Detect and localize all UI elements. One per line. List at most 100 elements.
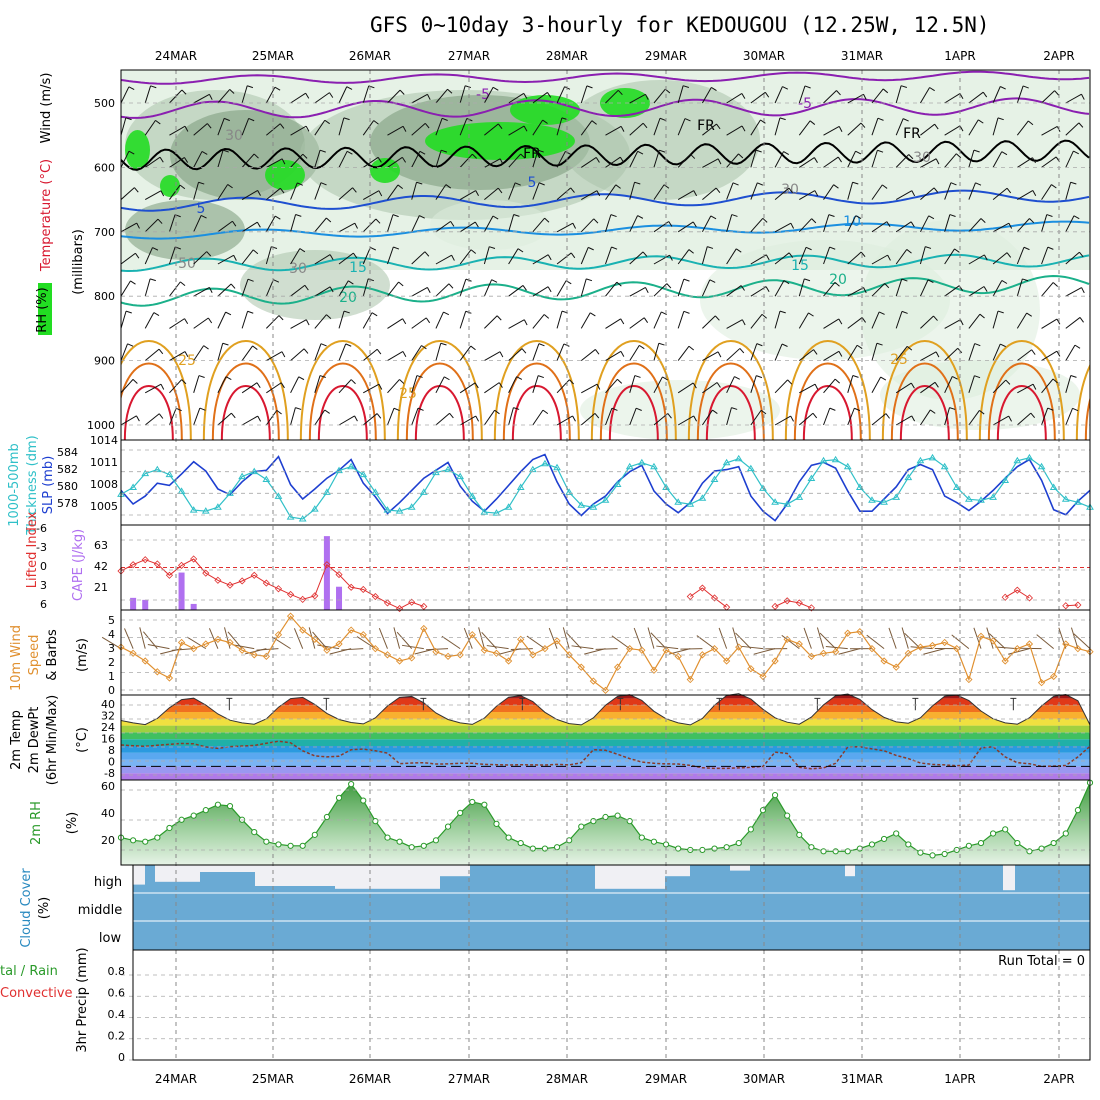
contour-minus5	[121, 97, 1090, 119]
surface-wind-barb	[571, 645, 594, 650]
rh-high-shade	[425, 122, 575, 160]
wind-barb	[387, 125, 404, 136]
lifted-point	[311, 592, 319, 600]
wind-barb-flag	[402, 126, 407, 132]
wind-barb-flag	[983, 254, 988, 261]
rh-point	[638, 834, 645, 841]
thickness-point	[238, 472, 247, 480]
wind-barb-flag	[441, 117, 448, 121]
thickness-point	[383, 506, 392, 513]
wind-barb	[169, 125, 186, 136]
wind-barb-flag	[997, 310, 1004, 314]
lifted-point	[287, 590, 295, 598]
wind-barb	[726, 407, 732, 426]
wind-barb	[532, 119, 544, 136]
wind-barb-flag	[419, 215, 425, 219]
wind-barb	[798, 247, 807, 265]
wind-barb-flag	[329, 92, 334, 98]
thickness-point	[589, 503, 598, 510]
cape-bar	[178, 572, 185, 610]
wind-barb-flag	[732, 182, 739, 186]
wind-barb-flag	[1022, 85, 1029, 89]
wind-speed-point	[129, 649, 137, 657]
wind-speed-point	[335, 640, 343, 648]
rh-point	[1074, 807, 1081, 814]
wind-barb-flag	[402, 351, 407, 357]
thickness-point	[286, 513, 295, 520]
thickness-point	[444, 465, 452, 473]
rh-point	[444, 823, 452, 830]
date-label-bottom: 2APR	[1043, 1072, 1074, 1086]
wind-barb-flag	[682, 85, 690, 89]
wind-barb-flag	[537, 375, 544, 379]
wind-barb	[992, 379, 1007, 394]
wind-barb	[605, 407, 613, 426]
contour-warm-arch	[590, 340, 677, 440]
wind-barb-flag	[954, 248, 960, 253]
wind-barb	[144, 247, 153, 265]
wind-barb-flag	[424, 251, 430, 257]
wind-barb-flag	[274, 86, 281, 91]
wind-barb	[144, 120, 156, 136]
wind-barb-flag	[731, 214, 738, 217]
wind-barb-flag	[880, 376, 887, 381]
wind-barb-flag	[1005, 379, 1011, 385]
contour-warm-arch	[978, 340, 1065, 440]
wind-barb-flag	[760, 119, 766, 124]
wind-barb-flag	[731, 407, 738, 410]
slp-tick: 1011	[90, 456, 118, 469]
wind-barb-flag	[304, 284, 309, 291]
wind-barb	[895, 118, 904, 136]
wind-barb	[653, 118, 661, 136]
wind-barb-flag	[863, 94, 867, 100]
wind-barb-flag	[159, 156, 164, 163]
wind-barb-flag	[692, 221, 697, 228]
wind-barb-flag	[224, 117, 230, 122]
wind-barb-flag	[804, 278, 811, 282]
wind-barb	[726, 153, 739, 168]
wind-speed-point	[274, 631, 283, 639]
wind-barb	[362, 278, 369, 297]
wind-barb-flag	[711, 86, 717, 91]
wind-speed-point	[916, 643, 925, 651]
surface-wind-barb	[988, 633, 1006, 649]
temp-band	[121, 705, 1090, 712]
wind-barb	[169, 379, 183, 394]
date-label-bottom: 30MAR	[743, 1072, 785, 1086]
wind-barb	[338, 117, 345, 136]
wind-barb	[798, 349, 814, 361]
wind-barb	[871, 118, 879, 136]
wind-speed-point	[577, 663, 585, 671]
wind-barb-flag	[252, 345, 258, 350]
wind-barb	[459, 85, 466, 104]
wind-barb	[435, 376, 445, 394]
wind-barb-flag	[399, 89, 405, 95]
wind-speed-point	[638, 646, 646, 654]
surface-wind-barb	[656, 645, 679, 650]
wind-speed-point	[1025, 640, 1034, 648]
wind-barb	[798, 412, 814, 426]
wind-barb	[193, 93, 210, 104]
wind-speed-label: Speed	[27, 635, 42, 676]
lifted-point	[1001, 593, 1009, 601]
wind-speed-point	[202, 640, 210, 648]
lifted-tick: 0	[40, 560, 47, 573]
wind-barb	[532, 343, 540, 361]
wind-barb-flag	[346, 150, 353, 155]
wind-barb-flag	[230, 283, 236, 289]
wind-speed-point	[529, 651, 537, 659]
wind-speed-point	[565, 651, 573, 659]
wind-barb	[290, 153, 304, 168]
lifted-point	[396, 605, 404, 613]
thickness-point	[952, 483, 961, 490]
wind-barb	[556, 310, 563, 329]
thickness-tick: 580	[57, 480, 78, 493]
wind-barb-flag	[928, 215, 935, 220]
wind-barb-flag	[854, 407, 861, 412]
wind-barb	[580, 157, 597, 168]
wind-barb-flag	[615, 184, 621, 189]
wind-barb-flag	[157, 218, 163, 224]
thickness-point	[613, 480, 622, 487]
wind-barb	[241, 189, 258, 201]
wind-barb	[871, 311, 880, 329]
